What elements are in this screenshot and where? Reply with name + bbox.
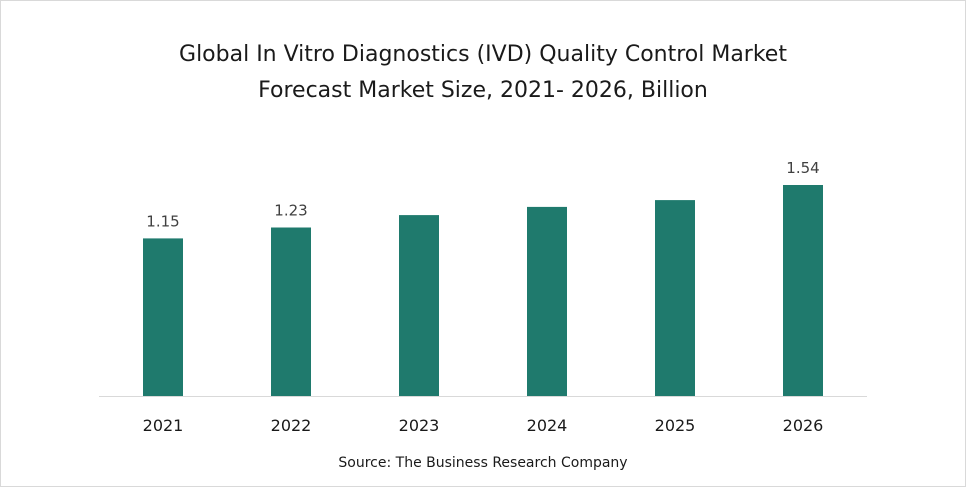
data-label-2021: 1.15: [146, 212, 179, 230]
chart-title-line-1: Global In Vitro Diagnostics (IVD) Qualit…: [179, 42, 787, 67]
bar-2026: [783, 185, 823, 396]
x-tick-label-2026: 2026: [783, 416, 824, 435]
x-tick-label-2024: 2024: [527, 416, 568, 435]
bar-2023: [399, 215, 439, 396]
chart-title: Global In Vitro Diagnostics (IVD) Qualit…: [1, 37, 965, 109]
x-tick-label-2021: 2021: [143, 416, 184, 435]
bar-2021: [143, 238, 183, 396]
data-label-2022: 1.23: [274, 202, 307, 220]
data-label-2026: 1.54: [786, 159, 819, 177]
bar-2024: [527, 206, 567, 396]
x-tick-label-2025: 2025: [655, 416, 696, 435]
x-tick-label-2023: 2023: [399, 416, 440, 435]
source-note: Source: The Business Research Company: [338, 455, 628, 471]
chart-title-line-2: Forecast Market Size, 2021- 2026, Billio…: [258, 78, 708, 103]
x-tick-label-2022: 2022: [271, 416, 312, 435]
bar-2025: [655, 200, 695, 396]
bar-2022: [271, 227, 311, 396]
